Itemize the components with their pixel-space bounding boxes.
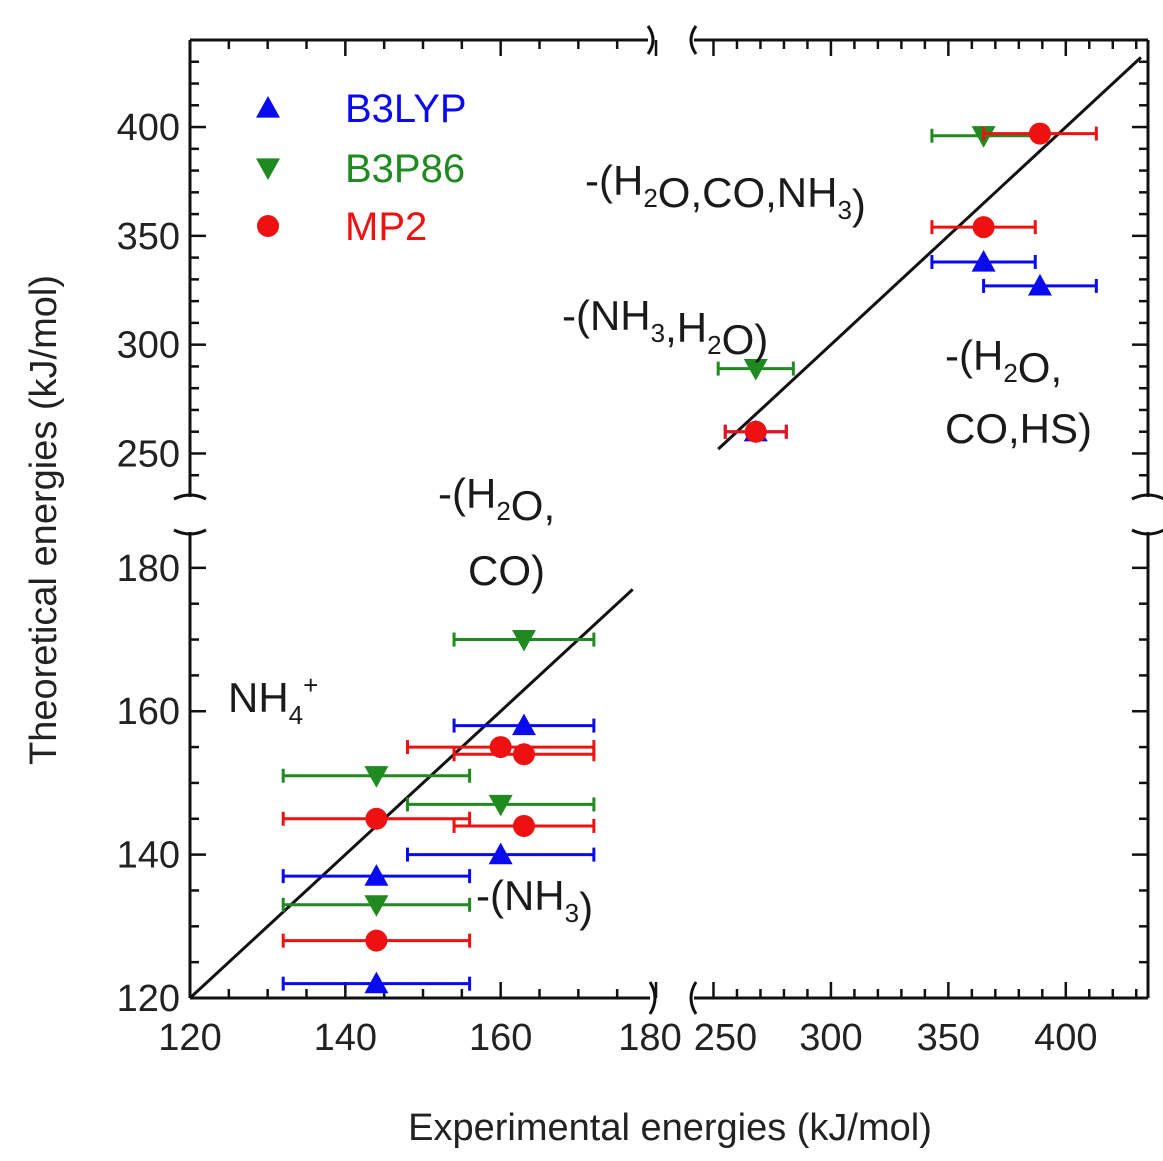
series-b3p86 xyxy=(281,126,1037,917)
data-point xyxy=(1028,122,1051,145)
data-point xyxy=(364,864,389,886)
y-tick-label: 400 xyxy=(117,107,180,149)
y-tick-label: 120 xyxy=(117,978,180,1020)
x-tick-label: 160 xyxy=(469,1017,532,1059)
data-point xyxy=(511,713,536,736)
legend: B3LYP B3P86 MP2 xyxy=(256,87,467,249)
x-tick-label: 250 xyxy=(694,1017,757,1059)
x-tick-label: 400 xyxy=(1034,1017,1097,1059)
annotation-nh3: -(NH3) xyxy=(476,872,593,931)
data-point xyxy=(365,807,388,830)
legend-marker-b3p86 xyxy=(256,158,280,180)
axis-break-mark xyxy=(173,528,207,536)
axis-break-mark xyxy=(648,981,657,1015)
series-mp2 xyxy=(281,122,1098,952)
data-point xyxy=(971,249,996,272)
annotation-h2o-co-l2: CO) xyxy=(468,547,545,594)
legend-label-b3lyp: B3LYP xyxy=(345,87,467,131)
y-tick-label: 140 xyxy=(117,835,180,877)
x-axis-title: Experimental energies (kJ/mol) xyxy=(408,1107,932,1149)
legend-marker-mp2 xyxy=(257,215,279,237)
data-point xyxy=(489,736,512,759)
data-point xyxy=(744,420,767,443)
data-point xyxy=(972,216,995,239)
parity-line xyxy=(717,56,1142,451)
x-tick-label: 350 xyxy=(917,1017,980,1059)
axis-break-mark xyxy=(1131,493,1163,501)
legend-marker-b3lyp xyxy=(256,96,280,118)
data-point xyxy=(512,814,535,837)
x-tick-label: 180 xyxy=(618,1017,681,1059)
annotations: NH4+ -(NH3) -(H2O, CO) -(NH3,H2O) -(H2O,CO,NH… xyxy=(228,157,1092,931)
axis-break-mark xyxy=(646,25,655,55)
data-point xyxy=(512,743,535,766)
data-point xyxy=(364,766,389,788)
y-tick-label: 350 xyxy=(117,216,180,258)
legend-label-mp2: MP2 xyxy=(345,205,427,249)
plot-area: 120 140 160 180 250 300 350 400 120 140 160 180 250 3… xyxy=(117,25,1163,1059)
annotation-h2o-co-nh3: -(H2O,CO,NH3) xyxy=(585,157,866,228)
data-marks xyxy=(281,122,1098,994)
data-point xyxy=(488,842,513,865)
data-point xyxy=(364,971,389,994)
annotation-h2o-co-hs-l2: CO,HS) xyxy=(945,405,1092,452)
x-tick-label: 120 xyxy=(158,1017,221,1059)
annotation-h2o-co-l1: -(H2O, xyxy=(438,470,555,529)
axis-break-mark xyxy=(689,25,698,55)
annotation-nh4: NH4+ xyxy=(228,670,318,730)
data-point xyxy=(511,629,536,652)
data-point xyxy=(1027,273,1052,296)
y-tick-label: 250 xyxy=(117,433,180,475)
data-point xyxy=(488,794,513,817)
y-tick-label: 300 xyxy=(117,325,180,367)
axis-break-mark xyxy=(173,493,207,501)
parity-line xyxy=(188,588,634,1000)
y-axis-title: Theoretical energies (kJ/mol) xyxy=(23,275,65,765)
data-point xyxy=(364,895,389,917)
x-tick-label: 140 xyxy=(314,1017,377,1059)
legend-label-b3p86: B3P86 xyxy=(345,147,465,191)
annotation-nh3-h2o: -(NH3,H2O) xyxy=(562,292,768,363)
x-tick-label: 300 xyxy=(799,1017,862,1059)
y-tick-label: 160 xyxy=(117,691,180,733)
y-tick-label: 180 xyxy=(117,548,180,590)
axis-break-mark xyxy=(1131,528,1163,536)
data-point xyxy=(365,929,388,952)
axis-break-mark xyxy=(689,981,698,1015)
data-point xyxy=(743,359,768,381)
annotation-h2o-co-hs-l1: -(H2O, xyxy=(945,332,1062,391)
